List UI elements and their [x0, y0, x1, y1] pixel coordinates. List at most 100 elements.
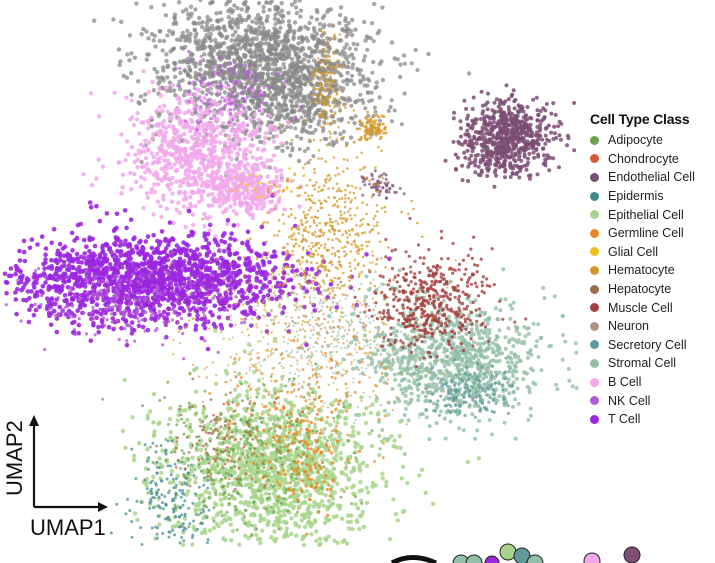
point-unlabeled — [355, 66, 360, 71]
point-unlabeled — [358, 68, 363, 73]
point-b-cell — [222, 140, 228, 146]
point-b-cell — [131, 122, 137, 128]
point-unlabeled — [306, 117, 311, 122]
point-unlabeled — [317, 119, 322, 124]
point-unlabeled — [223, 28, 228, 33]
point-t-cell — [61, 271, 67, 277]
point-unlabeled — [245, 5, 250, 10]
point-unlabeled — [178, 87, 183, 92]
point-b-cell — [188, 194, 193, 200]
point-b-cell — [167, 177, 172, 182]
point-unlabeled — [347, 46, 352, 51]
point-t-cell — [100, 245, 105, 251]
point-unlabeled — [315, 43, 320, 48]
point-unlabeled — [301, 125, 306, 130]
point-unlabeled — [286, 19, 292, 24]
point-unlabeled — [138, 94, 144, 99]
point-unlabeled — [296, 41, 301, 46]
point-b-cell — [183, 168, 188, 174]
point-unlabeled — [297, 147, 302, 152]
point-b-cell — [165, 109, 170, 114]
point-b-cell — [139, 175, 144, 180]
point-b-cell — [232, 146, 237, 151]
point-b-cell — [226, 137, 232, 142]
point-unlabeled — [228, 24, 233, 29]
point-unlabeled — [210, 69, 215, 74]
point-b-cell — [256, 183, 261, 188]
point-unlabeled — [380, 5, 385, 10]
point-nk-cell — [253, 95, 257, 99]
point-t-cell — [158, 286, 164, 291]
point-b-cell — [164, 206, 169, 211]
point-unlabeled — [292, 29, 297, 34]
point-unlabeled — [194, 31, 199, 36]
point-b-cell — [259, 108, 265, 114]
point-b-cell — [216, 89, 221, 94]
point-t-cell — [256, 265, 262, 270]
point-nk-cell — [171, 318, 175, 322]
point-nk-cell — [250, 137, 254, 141]
point-b-cell — [141, 205, 146, 211]
point-t-cell — [88, 338, 94, 344]
point-b-cell — [226, 161, 232, 167]
point-t-cell — [240, 310, 245, 315]
point-t-cell — [309, 266, 315, 272]
point-unlabeled — [139, 32, 144, 37]
point-nk-cell — [177, 296, 181, 300]
point-unlabeled — [324, 137, 329, 141]
point-t-cell — [17, 268, 23, 274]
point-unlabeled — [119, 19, 124, 24]
point-unlabeled — [302, 52, 307, 57]
point-nk-cell — [162, 314, 166, 318]
point-unlabeled — [187, 35, 192, 41]
point-b-cell — [199, 197, 205, 202]
point-nk-cell — [216, 71, 220, 75]
point-unlabeled — [361, 58, 366, 63]
point-b-cell — [176, 107, 181, 112]
point-b-cell — [123, 158, 128, 163]
point-nk-cell — [219, 107, 223, 111]
point-t-cell — [54, 316, 60, 321]
point-nk-cell — [19, 319, 23, 323]
point-unlabeled — [327, 142, 332, 147]
point-unlabeled — [289, 56, 295, 62]
point-unlabeled — [313, 127, 318, 132]
point-unlabeled — [248, 59, 253, 64]
point-nk-cell — [185, 289, 189, 293]
point-unlabeled — [218, 10, 223, 15]
point-unlabeled — [295, 62, 300, 67]
point-nk-cell — [95, 265, 100, 269]
point-unlabeled — [209, 91, 214, 96]
point-b-cell — [227, 154, 232, 159]
point-endothelial-cell — [494, 173, 499, 178]
point-b-cell — [155, 199, 161, 204]
point-unlabeled — [129, 92, 134, 97]
point-nk-cell — [182, 258, 187, 262]
point-t-cell — [110, 316, 116, 321]
point-b-cell — [249, 133, 255, 138]
point-unlabeled — [309, 50, 315, 55]
point-unlabeled — [263, 33, 269, 39]
point-unlabeled — [296, 158, 302, 164]
point-nk-cell — [135, 311, 139, 315]
point-unlabeled — [205, 14, 210, 20]
point-nk-cell — [189, 292, 193, 296]
point-unlabeled — [295, 134, 299, 139]
point-b-cell — [153, 123, 158, 128]
point-t-cell — [49, 258, 54, 263]
point-nk-cell — [50, 299, 54, 304]
point-nk-cell — [117, 283, 121, 287]
point-nk-cell — [260, 93, 264, 97]
point-unlabeled — [291, 90, 296, 95]
point-nk-cell — [188, 81, 192, 85]
point-unlabeled — [281, 61, 286, 67]
point-unlabeled — [307, 20, 312, 26]
point-b-cell — [217, 204, 223, 209]
point-unlabeled — [334, 139, 339, 144]
point-unlabeled — [199, 45, 204, 50]
point-t-cell — [75, 279, 81, 284]
point-nk-cell — [162, 320, 166, 324]
point-b-cell — [244, 147, 249, 152]
point-b-cell — [165, 158, 171, 163]
point-b-cell — [170, 191, 175, 196]
